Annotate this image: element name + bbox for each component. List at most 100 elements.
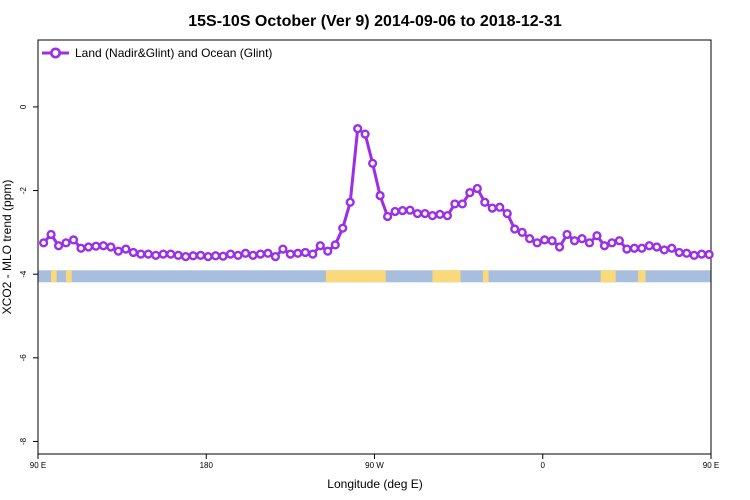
land-segment [51,270,57,283]
data-point [554,242,565,252]
axis-ticks: 90 E 180 90 W 0 90 E 0 -2 -4 -6 -8 [19,104,719,470]
data-point [368,158,378,168]
data-point [323,246,333,256]
data-point [667,243,677,253]
data-point [412,208,423,219]
data-point [128,247,138,258]
data-point [233,250,243,260]
x-tick-label: 0 [541,461,546,470]
data-point [121,244,131,254]
data-point [495,202,505,212]
data-point [158,249,168,259]
data-point [450,199,460,209]
series-line [42,127,710,259]
data-point [293,248,303,258]
y-tick-label: -6 [19,354,28,362]
data-point [390,206,400,217]
y-tick-label: -8 [19,437,28,445]
data-point [622,244,632,254]
data-point [113,246,123,256]
data-point [472,183,482,194]
data-point [196,250,206,260]
legend-label: Land (Nadir&Glint) and Ocean (Glint) [75,46,272,60]
data-point [203,252,213,262]
data-point [547,236,557,246]
data-point [614,236,624,246]
data-point [248,250,258,260]
data-point [599,241,610,251]
data-point [166,249,176,259]
data-point [263,248,273,258]
data-point [270,252,281,262]
data-point [136,249,146,259]
data-point [502,208,512,219]
data-point [375,190,385,201]
land-segment [432,270,461,283]
data-point [173,250,183,260]
x-tick-label: 90 E [30,461,46,470]
y-tick-label: -4 [19,270,28,278]
x-tick-label: 90 W [365,461,384,470]
data-point [210,251,221,261]
data-point [91,241,101,251]
data-point [345,197,355,207]
data-point [315,241,325,251]
data-point [532,238,542,248]
data-point [689,250,699,260]
data-point [382,211,393,222]
x-tick-label: 180 [200,461,214,470]
data-point [637,243,647,253]
land-segment [482,270,489,283]
data-point [420,208,430,219]
data-point [143,249,153,259]
data-point [682,248,692,258]
data-point [465,188,475,198]
data-point [592,231,602,241]
data-point [98,241,109,251]
data-point [53,241,64,251]
data-point [652,242,662,252]
data-point [181,252,191,262]
data-point [629,243,639,253]
legend-marker-swatch [49,47,61,59]
data-point [577,234,587,244]
data-point [562,229,572,240]
data-point [61,238,71,248]
data-point [240,248,251,258]
data-point [674,247,684,258]
data-point [487,203,497,213]
data-point [151,250,161,260]
land-segment [66,270,72,283]
data-point [330,240,340,250]
y-tick-label: -2 [19,186,28,194]
land-segment [638,270,646,283]
data-point [353,124,363,134]
data-point [584,238,595,248]
data-point [644,241,654,251]
data-point [255,249,266,259]
land-segment [325,270,386,283]
data-point [659,245,669,255]
data-point [285,249,295,259]
data-point [517,227,527,237]
data-point [607,238,617,248]
data-point [427,211,438,221]
data-point [457,199,467,209]
legend: Land (Nadir&Glint) and Ocean (Glint) [42,46,272,60]
data-point [188,251,198,261]
data-point [83,242,94,252]
chart-title: 15S-10S October (Ver 9) 2014-09-06 to 20… [188,13,562,30]
data-point [397,206,408,216]
data-point [46,229,56,240]
data-point [225,249,236,259]
y-axis-label: XCO2 - MLO trend (ppm) [0,180,14,315]
data-point [308,249,318,259]
data-point [106,242,116,252]
data-point [442,211,453,221]
data-point [525,234,535,244]
y-tick-label: 0 [19,104,28,109]
series-layer [39,124,714,262]
surface-strip [38,270,711,283]
data-point [300,247,310,258]
